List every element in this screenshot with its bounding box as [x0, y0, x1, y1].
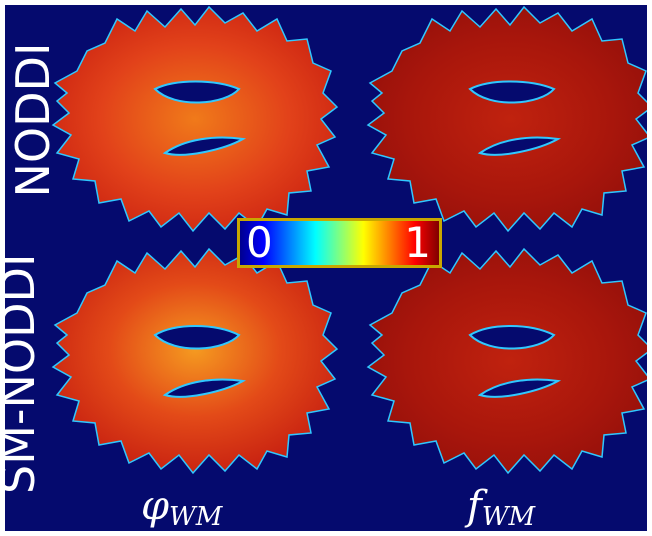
brain-slice-noddi-f — [366, 5, 647, 233]
brain-tissue — [51, 247, 339, 475]
ventricle-upper — [153, 80, 241, 104]
column-label-f-symbol: f — [467, 483, 482, 529]
ventricle-lower — [477, 378, 562, 398]
column-label-phi-symbol: φ — [141, 483, 170, 529]
ventricle-lower — [162, 136, 247, 156]
colorbar: 0 1 — [237, 218, 442, 268]
colorbar-max-label: 1 — [404, 218, 431, 267]
brain-maps — [51, 5, 647, 475]
ventricle-lower — [162, 378, 247, 398]
brain-tissue — [51, 5, 339, 233]
brain-slice-smnoddi-phi — [51, 247, 339, 475]
row-label-noddi: NODDI — [6, 42, 60, 198]
figure-panel: NODDI SM-NODDI 0 1 φWM fWM — [5, 5, 647, 531]
ventricle-upper — [468, 325, 556, 350]
colorbar-min-label: 0 — [246, 218, 273, 267]
ventricle-upper — [468, 80, 556, 104]
column-label-f-subscript: WM — [481, 502, 536, 531]
brain-slice-noddi-phi — [51, 5, 339, 233]
column-label-phi: φWM — [141, 483, 222, 531]
row-label-sm-noddi: SM-NODDI — [5, 253, 45, 494]
brain-slice-smnoddi-f — [366, 247, 647, 475]
column-label-f: fWM — [467, 483, 535, 531]
ventricle-upper — [153, 325, 241, 350]
brain-tissue — [366, 247, 647, 475]
column-label-phi-subscript: WM — [169, 502, 223, 531]
ventricle-lower — [477, 136, 562, 156]
brain-tissue — [366, 5, 647, 233]
